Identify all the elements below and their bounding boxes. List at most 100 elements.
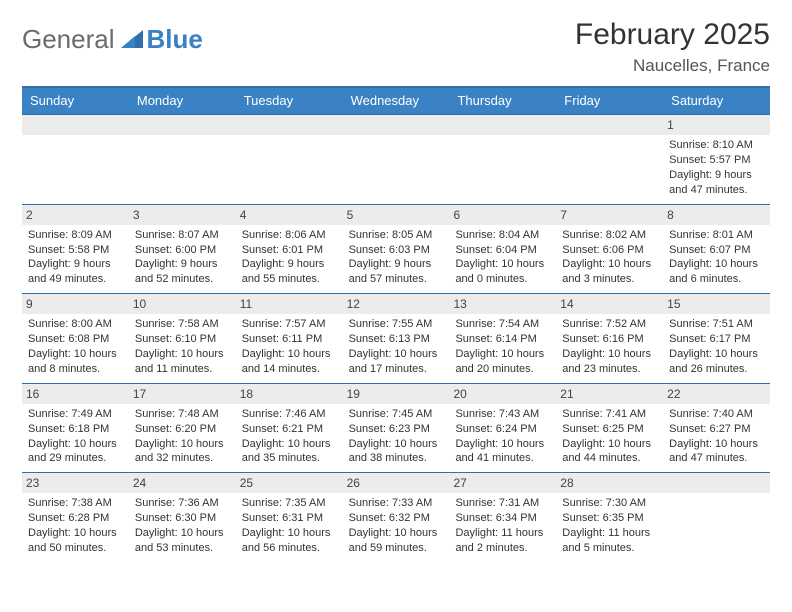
- day-cell: 25Sunrise: 7:35 AMSunset: 6:31 PMDayligh…: [236, 473, 343, 562]
- day-cell: 21Sunrise: 7:41 AMSunset: 6:25 PMDayligh…: [556, 384, 663, 473]
- location-subtitle: Naucelles, France: [575, 56, 770, 76]
- sunset-text: Sunset: 6:35 PM: [562, 511, 657, 526]
- sunrise-text: Sunrise: 7:55 AM: [349, 317, 444, 332]
- day-cell: 16Sunrise: 7:49 AMSunset: 6:18 PMDayligh…: [22, 384, 129, 473]
- date-number: 6: [449, 205, 556, 225]
- brand-text-1: General: [22, 24, 115, 55]
- sunrise-text: Sunrise: 7:54 AM: [455, 317, 550, 332]
- weeks-container: 1Sunrise: 8:10 AMSunset: 5:57 PMDaylight…: [22, 114, 770, 562]
- day-cell: [663, 473, 770, 562]
- date-number: [236, 115, 343, 135]
- day-cell: 28Sunrise: 7:30 AMSunset: 6:35 PMDayligh…: [556, 473, 663, 562]
- daylight-text: Daylight: 10 hours and 53 minutes.: [135, 526, 230, 556]
- sunrise-text: Sunrise: 7:58 AM: [135, 317, 230, 332]
- day-cell: 12Sunrise: 7:55 AMSunset: 6:13 PMDayligh…: [343, 294, 450, 383]
- day-cell: 8Sunrise: 8:01 AMSunset: 6:07 PMDaylight…: [663, 205, 770, 294]
- daylight-text: Daylight: 9 hours and 47 minutes.: [669, 168, 764, 198]
- date-number: [556, 115, 663, 135]
- day-cell: [22, 115, 129, 204]
- sunset-text: Sunset: 6:23 PM: [349, 422, 444, 437]
- day-cell: 9Sunrise: 8:00 AMSunset: 6:08 PMDaylight…: [22, 294, 129, 383]
- weekday-header-row: SundayMondayTuesdayWednesdayThursdayFrid…: [22, 88, 770, 114]
- sunrise-text: Sunrise: 8:00 AM: [28, 317, 123, 332]
- week-row: 2Sunrise: 8:09 AMSunset: 5:58 PMDaylight…: [22, 204, 770, 294]
- sunrise-text: Sunrise: 8:07 AM: [135, 228, 230, 243]
- day-cell: 5Sunrise: 8:05 AMSunset: 6:03 PMDaylight…: [343, 205, 450, 294]
- day-cell: 23Sunrise: 7:38 AMSunset: 6:28 PMDayligh…: [22, 473, 129, 562]
- sunset-text: Sunset: 6:31 PM: [242, 511, 337, 526]
- day-cell: 4Sunrise: 8:06 AMSunset: 6:01 PMDaylight…: [236, 205, 343, 294]
- date-number: 18: [236, 384, 343, 404]
- sunset-text: Sunset: 5:58 PM: [28, 243, 123, 258]
- sunset-text: Sunset: 6:30 PM: [135, 511, 230, 526]
- day-cell: 14Sunrise: 7:52 AMSunset: 6:16 PMDayligh…: [556, 294, 663, 383]
- daylight-text: Daylight: 10 hours and 14 minutes.: [242, 347, 337, 377]
- sunrise-text: Sunrise: 8:01 AM: [669, 228, 764, 243]
- daylight-text: Daylight: 10 hours and 17 minutes.: [349, 347, 444, 377]
- weekday-header-cell: Thursday: [449, 88, 556, 114]
- daylight-text: Daylight: 10 hours and 26 minutes.: [669, 347, 764, 377]
- sunset-text: Sunset: 6:04 PM: [455, 243, 550, 258]
- date-number: [663, 473, 770, 493]
- page-header: General Blue February 2025 Naucelles, Fr…: [22, 18, 770, 76]
- sunrise-text: Sunrise: 8:02 AM: [562, 228, 657, 243]
- date-number: 23: [22, 473, 129, 493]
- week-row: 9Sunrise: 8:00 AMSunset: 6:08 PMDaylight…: [22, 293, 770, 383]
- day-cell: [129, 115, 236, 204]
- daylight-text: Daylight: 10 hours and 44 minutes.: [562, 437, 657, 467]
- sunset-text: Sunset: 6:32 PM: [349, 511, 444, 526]
- week-row: 1Sunrise: 8:10 AMSunset: 5:57 PMDaylight…: [22, 114, 770, 204]
- daylight-text: Daylight: 10 hours and 6 minutes.: [669, 257, 764, 287]
- daylight-text: Daylight: 10 hours and 50 minutes.: [28, 526, 123, 556]
- date-number: 16: [22, 384, 129, 404]
- day-cell: 26Sunrise: 7:33 AMSunset: 6:32 PMDayligh…: [343, 473, 450, 562]
- day-cell: 17Sunrise: 7:48 AMSunset: 6:20 PMDayligh…: [129, 384, 236, 473]
- day-cell: [449, 115, 556, 204]
- day-cell: 1Sunrise: 8:10 AMSunset: 5:57 PMDaylight…: [663, 115, 770, 204]
- sunrise-text: Sunrise: 7:43 AM: [455, 407, 550, 422]
- date-number: 15: [663, 294, 770, 314]
- date-number: 2: [22, 205, 129, 225]
- day-cell: 15 Sunrise: 7:51 AMSunset: 6:17 PMDayligh…: [663, 294, 770, 383]
- calendar-page: General Blue February 2025 Naucelles, Fr…: [0, 0, 792, 612]
- daylight-text: Daylight: 10 hours and 38 minutes.: [349, 437, 444, 467]
- sunrise-text: Sunrise: 7:41 AM: [562, 407, 657, 422]
- title-block: February 2025 Naucelles, France: [575, 18, 770, 76]
- sunrise-text: Sunrise: 8:05 AM: [349, 228, 444, 243]
- sunset-text: Sunset: 6:21 PM: [242, 422, 337, 437]
- sunrise-text: Sunrise: 8:10 AM: [669, 138, 764, 153]
- sunset-text: Sunset: 6:16 PM: [562, 332, 657, 347]
- sunset-text: Sunset: 6:28 PM: [28, 511, 123, 526]
- sunrise-text: Sunrise: 7:51 AM: [669, 317, 764, 332]
- week-row: 16Sunrise: 7:49 AMSunset: 6:18 PMDayligh…: [22, 383, 770, 473]
- date-number: [343, 115, 450, 135]
- day-cell: 13Sunrise: 7:54 AMSunset: 6:14 PMDayligh…: [449, 294, 556, 383]
- sunrise-text: Sunrise: 7:31 AM: [455, 496, 550, 511]
- month-title: February 2025: [575, 18, 770, 52]
- daylight-text: Daylight: 10 hours and 29 minutes.: [28, 437, 123, 467]
- day-cell: 11Sunrise: 7:57 AMSunset: 6:11 PMDayligh…: [236, 294, 343, 383]
- sunset-text: Sunset: 6:06 PM: [562, 243, 657, 258]
- day-cell: 3Sunrise: 8:07 AMSunset: 6:00 PMDaylight…: [129, 205, 236, 294]
- date-number: 27: [449, 473, 556, 493]
- daylight-text: Daylight: 11 hours and 5 minutes.: [562, 526, 657, 556]
- date-number: [449, 115, 556, 135]
- day-cell: 7Sunrise: 8:02 AMSunset: 6:06 PMDaylight…: [556, 205, 663, 294]
- sunset-text: Sunset: 6:13 PM: [349, 332, 444, 347]
- sunset-text: Sunset: 6:17 PM: [669, 332, 764, 347]
- daylight-text: Daylight: 10 hours and 11 minutes.: [135, 347, 230, 377]
- calendar-grid: SundayMondayTuesdayWednesdayThursdayFrid…: [22, 86, 770, 562]
- sunrise-text: Sunrise: 8:06 AM: [242, 228, 337, 243]
- sunset-text: Sunset: 6:01 PM: [242, 243, 337, 258]
- date-number: 21: [556, 384, 663, 404]
- sunset-text: Sunset: 6:14 PM: [455, 332, 550, 347]
- date-number: 9: [22, 294, 129, 314]
- sunset-text: Sunset: 6:18 PM: [28, 422, 123, 437]
- sunrise-text: Sunrise: 7:52 AM: [562, 317, 657, 332]
- day-cell: 2Sunrise: 8:09 AMSunset: 5:58 PMDaylight…: [22, 205, 129, 294]
- day-cell: 22Sunrise: 7:40 AMSunset: 6:27 PMDayligh…: [663, 384, 770, 473]
- daylight-text: Daylight: 10 hours and 20 minutes.: [455, 347, 550, 377]
- brand-logo: General Blue: [22, 18, 203, 55]
- weekday-header-cell: Wednesday: [343, 88, 450, 114]
- daylight-text: Daylight: 10 hours and 0 minutes.: [455, 257, 550, 287]
